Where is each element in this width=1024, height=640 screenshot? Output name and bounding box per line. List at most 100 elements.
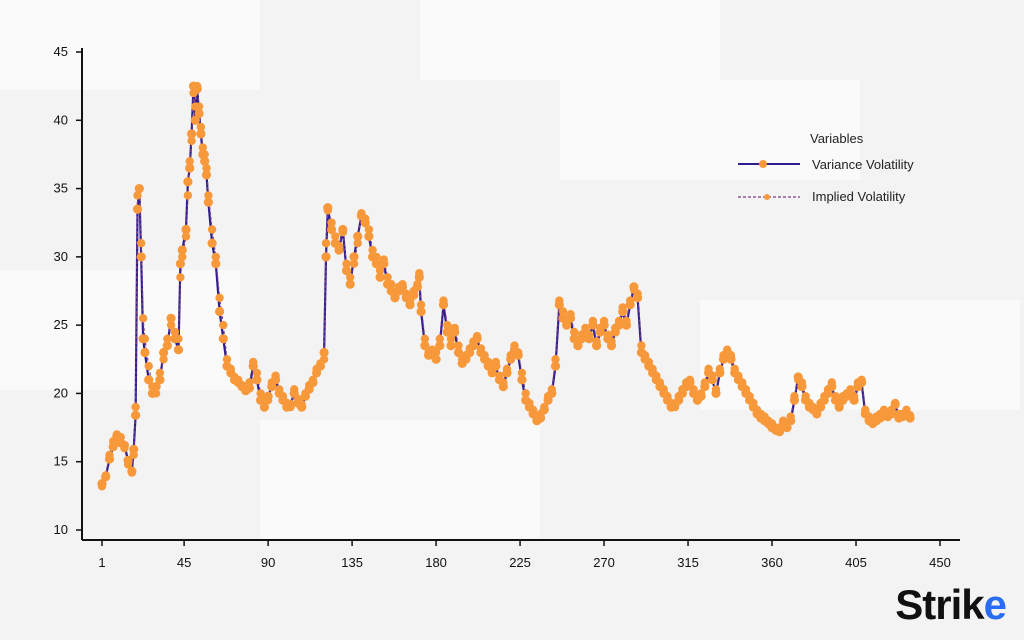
data-point-implied-volatility <box>614 316 624 326</box>
data-point-implied-volatility <box>271 371 280 380</box>
data-point-implied-volatility <box>286 402 295 412</box>
brand-logo: Strike <box>895 581 1007 628</box>
data-point-implied-volatility <box>185 157 194 166</box>
data-point-implied-volatility <box>226 364 235 373</box>
data-point-implied-volatility <box>558 307 568 316</box>
data-point-variance-volatility <box>446 341 456 351</box>
data-point-implied-volatility <box>521 389 530 398</box>
data-point-implied-volatility <box>219 320 228 330</box>
legend-title: Variables <box>810 131 864 146</box>
data-point-implied-volatility <box>849 392 859 401</box>
data-point-implied-volatility <box>887 405 896 414</box>
data-point-variance-volatility <box>166 313 176 323</box>
data-point-variance-volatility <box>159 347 169 358</box>
data-point-implied-volatility <box>491 357 500 367</box>
data-point-variance-volatility <box>349 252 359 262</box>
data-point-implied-volatility <box>861 405 870 414</box>
data-point-implied-volatility <box>275 385 284 394</box>
data-point-implied-volatility <box>123 460 133 469</box>
data-point-implied-volatility <box>734 371 743 380</box>
data-point-implied-volatility <box>379 255 388 264</box>
x-tick-label: 1 <box>98 555 105 570</box>
data-point-implied-volatility <box>361 214 370 223</box>
data-point-implied-volatility <box>689 385 698 394</box>
data-point-implied-volatility <box>905 411 915 420</box>
data-point-implied-volatility <box>331 232 340 241</box>
axes: 10 15 20 25 30 35 40 45 1 45 90 135 180 225 270 315 360 4… <box>54 44 960 570</box>
data-point-implied-volatility <box>644 357 653 367</box>
data-point-variance-volatility <box>144 375 154 385</box>
data-point-variance-volatility <box>200 156 210 166</box>
data-point-implied-volatility <box>200 150 209 159</box>
x-tick-label: 450 <box>929 555 951 570</box>
data-point-implied-volatility <box>245 378 254 387</box>
data-point-implied-volatility <box>222 355 232 364</box>
data-point-variance-volatility <box>196 129 206 139</box>
data-point-implied-volatility <box>431 348 441 357</box>
data-point-implied-volatility <box>465 344 474 353</box>
data-point-variance-volatility <box>175 259 185 269</box>
x-tick-label: 405 <box>845 555 867 570</box>
data-point-implied-volatility <box>678 385 687 394</box>
data-point-implied-volatility <box>398 280 407 289</box>
data-point-implied-volatility <box>187 136 196 145</box>
x-tick-label: 225 <box>509 555 531 570</box>
data-point-variance-volatility <box>155 375 165 385</box>
data-point-implied-volatility <box>263 396 273 405</box>
data-point-implied-volatility <box>207 225 217 234</box>
data-point-variance-volatility <box>420 341 430 351</box>
data-point-implied-volatility <box>573 337 583 346</box>
data-point-implied-volatility <box>820 392 829 401</box>
data-point-implied-volatility <box>323 206 332 215</box>
data-point-implied-volatility <box>349 259 359 268</box>
data-point-implied-volatility <box>726 351 736 360</box>
data-point-implied-volatility <box>120 443 129 453</box>
data-point-implied-volatility <box>137 239 146 248</box>
y-tick-label: 45 <box>54 44 68 59</box>
data-point-implied-volatility <box>555 296 564 305</box>
data-point-implied-volatility <box>738 378 747 387</box>
data-point-implied-volatility <box>97 482 107 491</box>
data-point-implied-volatility <box>409 286 418 296</box>
data-point-implied-volatility <box>290 385 299 394</box>
data-point-implied-volatility <box>101 471 110 480</box>
data-point-implied-volatility <box>252 368 262 378</box>
data-point-implied-volatility <box>415 269 424 278</box>
data-point-implied-volatility <box>570 327 579 337</box>
x-tick-label: 270 <box>593 555 615 570</box>
data-point-implied-volatility <box>551 355 560 364</box>
data-point-implied-volatility <box>506 351 515 360</box>
data-point-variance-volatility <box>190 115 200 125</box>
legend-marker-implied-volatility <box>764 194 770 200</box>
legend-marker-variance-volatility <box>759 160 767 168</box>
data-point-variance-volatility <box>364 231 374 241</box>
data-point-implied-volatility <box>618 303 627 312</box>
data-point-implied-volatility <box>170 327 179 337</box>
y-tick-label: 35 <box>54 181 68 196</box>
data-point-implied-volatility <box>790 392 799 401</box>
data-point-implied-volatility <box>138 314 148 323</box>
data-point-implied-volatility <box>435 334 444 343</box>
data-point-variance-volatility <box>183 177 193 187</box>
data-point-variance-volatility <box>371 259 381 269</box>
data-point-implied-volatility <box>301 389 310 398</box>
data-point-implied-volatility <box>211 252 220 262</box>
data-point-variance-volatility <box>132 204 143 214</box>
data-point-variance-volatility <box>136 252 146 262</box>
data-point-implied-volatility <box>536 409 545 419</box>
data-point-implied-volatility <box>196 122 206 132</box>
data-point-variance-volatility <box>252 375 262 385</box>
data-point-implied-volatility <box>637 341 646 350</box>
data-point-implied-volatility <box>413 280 422 289</box>
y-tick-label: 25 <box>54 317 68 332</box>
data-point-variance-volatility <box>345 279 355 289</box>
data-point-implied-volatility <box>439 296 448 305</box>
data-point-implied-volatility <box>105 450 114 460</box>
legend-label-implied-volatility: Implied Volatility <box>812 189 906 204</box>
data-point-variance-volatility <box>215 306 225 317</box>
data-point-implied-volatility <box>577 330 586 339</box>
data-point-implied-volatility <box>159 355 168 364</box>
brand-text-main: Stri <box>895 581 962 628</box>
data-point-implied-volatility <box>402 289 411 298</box>
data-point-implied-volatility <box>135 184 144 193</box>
